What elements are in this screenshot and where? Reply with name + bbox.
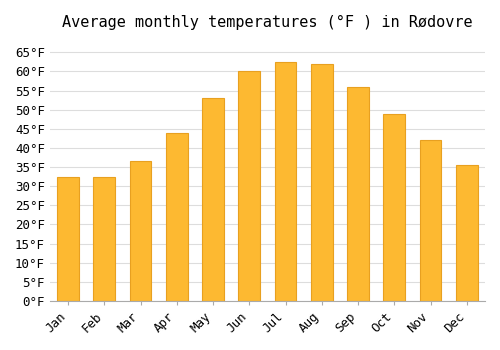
Bar: [166, 133, 188, 301]
Bar: [238, 71, 260, 301]
Bar: [130, 161, 152, 301]
Title: Average monthly temperatures (°F ) in Rødovre: Average monthly temperatures (°F ) in Rø…: [62, 15, 472, 30]
Bar: [274, 62, 296, 301]
Bar: [420, 140, 442, 301]
Bar: [57, 177, 79, 301]
Bar: [347, 87, 369, 301]
Bar: [456, 165, 477, 301]
Bar: [311, 64, 332, 301]
Bar: [384, 113, 405, 301]
Bar: [202, 98, 224, 301]
Bar: [94, 177, 115, 301]
